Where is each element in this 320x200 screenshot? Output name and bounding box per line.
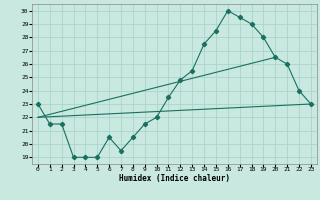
X-axis label: Humidex (Indice chaleur): Humidex (Indice chaleur) xyxy=(119,174,230,183)
